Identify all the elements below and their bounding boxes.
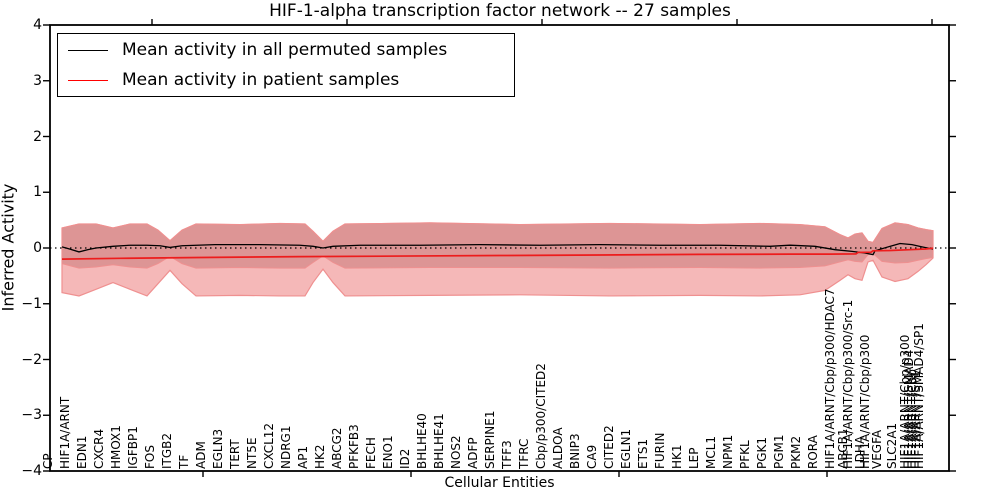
x-tick-label: EGLN3 [211,428,225,469]
y-tick-label: 2 [33,128,42,145]
x-tick-label: FECH [364,437,378,469]
x-tick-label: CP [41,453,55,469]
y-tick-label: −4 [21,463,42,479]
x-tick-label: MCL1 [704,435,718,469]
y-tick-label: 3 [33,72,42,89]
x-tick-label: FOS [143,445,157,469]
x-tick-label: HK1 [670,444,684,469]
x-tick-label: HIF1A/ARNT [58,396,72,469]
x-tick-label: BHLHE40 [415,413,429,469]
x-tick-label: PFKFB3 [347,424,361,469]
y-tick-label: −1 [21,295,42,312]
x-tick-label: FURIN [653,432,667,469]
legend-label-permuted: Mean activity in all permuted samples [122,40,448,60]
permuted-mean-line [61,242,934,256]
y-tick-label: 0 [33,240,42,256]
y-tick-label: 4 [33,17,42,33]
x-tick-label: NT5E [245,437,259,469]
x-tick-label: AP1 [296,445,310,469]
x-tick-label: TFRC [517,438,531,469]
x-tick-label: PKM2 [789,435,803,469]
permuted-line-sample [68,49,108,51]
x-tick-label: BHLHE41 [432,413,446,469]
x-tick-label: NDRG1 [279,425,293,470]
x-tick-label: ADM [194,441,208,469]
x-tick-label: CXCR4 [92,428,106,469]
x-tick-label: LEP [687,447,701,469]
x-tick-label: NPM1 [721,434,735,469]
x-tick-label: ADFP [466,437,480,469]
x-tick-label: TFF3 [500,440,514,469]
x-tick-label: VEGFA [870,429,884,469]
x-tick-label: ENO1 [381,435,395,469]
x-tick-label-overlap: HIF1A/ARNT/SMAD4/SP1 [912,323,926,469]
x-tick-label: TF [177,454,191,469]
x-tick-label: EDN1 [75,435,89,469]
x-tick-label: CXCL12 [262,422,276,469]
y-tick-label: 1 [33,184,42,201]
x-tick-label: EGLN1 [619,428,633,469]
legend-row-permuted: Mean activity in all permuted samples [58,35,514,65]
x-tick-label: CITED2 [602,425,616,469]
x-tick-label: HMOX1 [109,425,123,469]
x-tick-label: CA9 [585,444,599,469]
x-tick-label: NOS2 [449,435,463,469]
x-tick-label: HK2 [313,444,327,469]
x-tick-label: PGK1 [755,436,769,469]
legend-box: Mean activity in all permuted samples Me… [57,33,515,97]
x-tick-label: SERPINE1 [483,410,497,469]
y-tick-label: −2 [21,351,42,368]
x-tick-label: Cbp/p300/CITED2 [534,363,548,469]
x-tick-label: BNIP3 [568,433,582,469]
patient-line-sample [68,79,108,81]
x-tick-label: IGFBP1 [126,426,140,469]
x-tick-label: ALDOA [551,427,565,469]
y-tick-label: −3 [21,407,42,424]
x-tick-label: ABCG2 [330,427,344,469]
x-tick-label: ITGB2 [160,432,174,469]
x-tick-label: TERT [228,439,242,469]
x-axis-label: Cellular Entities [444,475,555,491]
legend-row-patient: Mean activity in patient samples [58,65,514,95]
x-tick-label: ETS1 [636,438,650,469]
patient-mean-line [61,247,934,260]
legend-label-patient: Mean activity in patient samples [122,70,400,90]
x-tick-label: ID2 [398,448,412,469]
x-tick-label: PFKL [738,440,752,469]
x-tick-label: RORA [806,435,820,469]
x-tick-label: PGM1 [772,434,786,469]
chart-title: HIF-1-alpha transcription factor network… [269,1,731,21]
